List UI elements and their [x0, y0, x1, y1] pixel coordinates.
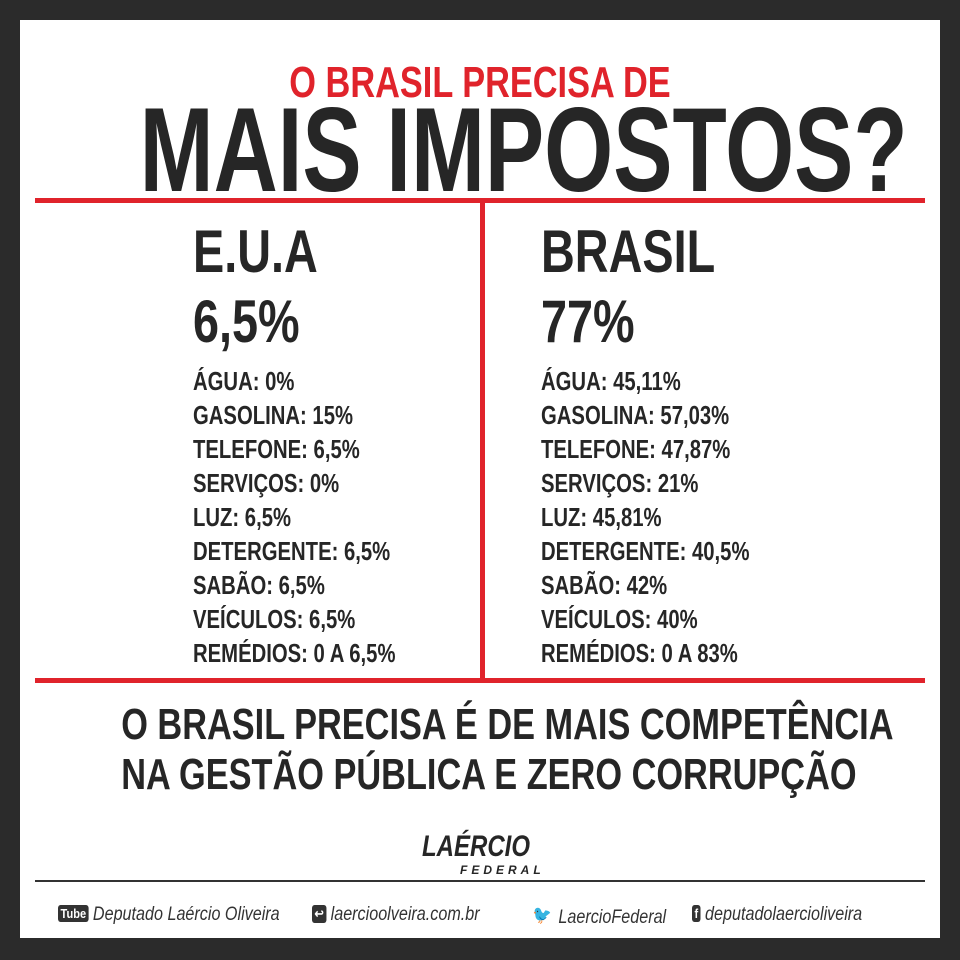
youtube[interactable]: Tube Deputado Laércio Oliveira — [58, 904, 280, 926]
tax-item: SABÃO: 6,5% — [193, 570, 325, 600]
tax-item: ÁGUA: 45,11% — [541, 366, 681, 396]
tax-item: TELEFONE: 47,87% — [541, 434, 731, 464]
tax-item: SERVIÇOS: 0% — [193, 468, 340, 498]
country: BRASIL — [541, 218, 716, 285]
tax-item: DETERGENTE: 6,5% — [193, 536, 391, 566]
subtitle: O BRASIL PRECISA DE — [289, 58, 671, 107]
message-line: NA GESTÃO PÚBLICA E ZERO CORRUPÇÃO — [121, 750, 857, 799]
divider — [35, 678, 925, 683]
country: E.U.A — [193, 218, 318, 285]
tax-item: SABÃO: 42% — [541, 570, 668, 600]
facebook[interactable]: f deputadolaercioliveira — [692, 904, 862, 926]
site-text: laercioolveira.com.br — [330, 904, 480, 925]
tax-item: DETERGENTE: 40,5% — [541, 536, 750, 566]
twitter-icon: 🐦 — [532, 905, 552, 925]
tax-item: ÁGUA: 0% — [193, 366, 295, 396]
site-icon: ↩ — [312, 905, 327, 923]
message-line: O BRASIL PRECISA É DE MAIS COMPETÊNCIA — [121, 700, 894, 749]
twitter[interactable]: 🐦 LaercioFederal — [530, 904, 667, 929]
panel: O BRASIL PRECISA DE MAIS IMPOSTOS? E.U.A… — [20, 20, 940, 938]
tax-item: TELEFONE: 6,5% — [193, 434, 360, 464]
tax-item: GASOLINA: 57,03% — [541, 400, 730, 430]
facebook-text: deputadolaercioliveira — [705, 904, 863, 925]
tax-item: GASOLINA: 15% — [193, 400, 354, 430]
total: 77% — [541, 288, 635, 355]
title: MAIS IMPOSTOS? — [139, 83, 908, 217]
youtube-icon: Tube — [58, 905, 89, 922]
tax-item: LUZ: 45,81% — [541, 502, 662, 532]
tax-item: VEÍCULOS: 6,5% — [193, 604, 356, 634]
divider — [480, 198, 485, 682]
tax-item: VEÍCULOS: 40% — [541, 604, 698, 634]
tax-item: REMÉDIOS: 0 A 83% — [541, 638, 738, 668]
footer-rule — [35, 880, 925, 882]
twitter-text: LaercioFederal — [558, 907, 667, 928]
site[interactable]: ↩ laercioolveira.com.br — [312, 904, 480, 926]
tax-item: SERVIÇOS: 21% — [541, 468, 699, 498]
total: 6,5% — [193, 288, 300, 355]
logo-tagline: FEDERAL — [460, 863, 545, 877]
youtube-text: Deputado Laércio Oliveira — [92, 904, 280, 925]
tax-item: REMÉDIOS: 0 A 6,5% — [193, 638, 396, 668]
facebook-icon: f — [692, 905, 701, 922]
logo-name: LAÉRCIO — [422, 830, 530, 863]
tax-item: LUZ: 6,5% — [193, 502, 292, 532]
